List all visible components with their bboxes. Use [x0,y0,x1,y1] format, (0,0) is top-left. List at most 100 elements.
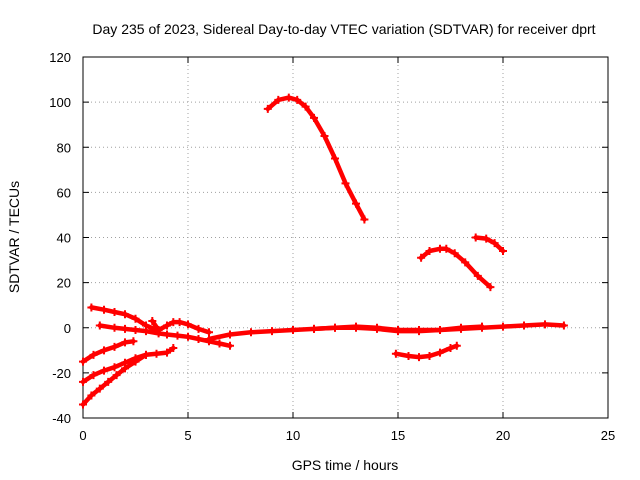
data-point [131,314,140,323]
data-point [490,239,499,248]
data-point [205,328,213,337]
data-point [110,342,119,351]
data-point [121,338,129,347]
data-point [341,179,350,188]
data-point [268,327,276,336]
data-point [457,323,465,332]
data-point [352,323,360,332]
data-point [331,323,339,332]
data-point [100,366,108,375]
x-tick-label: 10 [286,428,300,443]
data-point [450,249,459,258]
series-arc-high [265,95,367,222]
series-layer [79,93,568,409]
data-point [394,327,402,336]
data-point [436,348,444,357]
data-point [226,341,234,350]
data-point [293,95,302,104]
ticks: 0 5 10 15 20 25 -40 -20 0 20 40 60 80 100 120 [49,50,615,443]
data-point [154,326,163,335]
data-point [100,346,108,355]
data-point [169,344,178,353]
y-tick-label: 0 [64,321,71,336]
data-point [352,199,360,208]
y-tick-label: -20 [52,366,71,381]
series-arc-down-3 [80,352,149,407]
data-point [110,323,119,332]
data-point [473,271,482,280]
data-point [205,337,213,346]
x-tick-label: 0 [79,428,86,443]
y-tick-label: 100 [49,95,71,110]
x-tick-label: 5 [184,428,191,443]
data-point [391,349,400,358]
data-point [184,332,192,341]
data-point [274,95,283,104]
data-point [175,318,184,327]
y-tick-label: 60 [57,185,71,200]
data-point [373,324,381,333]
data-point [194,324,203,333]
chart-title: Day 235 of 2023, Sidereal Day-to-day VTE… [92,21,595,37]
data-point [478,322,486,331]
data-point [148,316,157,325]
data-point [95,321,104,330]
y-tick-label: 40 [57,231,71,246]
data-point [121,310,129,319]
data-point [425,351,434,360]
data-point [446,344,455,353]
data-point [301,102,310,111]
series-arc-mid-right [473,235,506,254]
data-point [142,350,150,359]
data-point [104,377,113,386]
data-point [121,324,129,333]
data-point [425,247,434,256]
data-point [520,321,528,330]
data-point [226,330,234,339]
data-point [87,391,96,400]
data-point [163,321,171,330]
y-tick-label: 80 [57,140,71,155]
data-point [486,283,495,292]
data-point [331,154,339,163]
y-tick-label: -40 [52,411,71,426]
series-arc-down-2 [80,345,176,385]
data-point [499,247,507,256]
data-point [320,131,329,140]
data-point [79,377,87,386]
data-point [415,327,423,336]
data-point [442,244,451,253]
data-point [79,400,87,409]
data-point [247,328,255,337]
data-point [184,320,192,329]
data-point [95,384,104,393]
y-axis-label: SDTVAR / TECUs [6,181,22,293]
data-point [417,253,426,262]
data-point [310,324,318,333]
data-point [89,350,98,359]
data-point [163,330,171,339]
data-point [499,322,507,331]
plot-frame [82,56,609,419]
data-point [482,234,491,243]
data-point [87,303,96,312]
grid [83,57,608,418]
data-point [131,326,140,335]
data-point [110,363,119,372]
x-tick-label: 15 [391,428,405,443]
data-point [121,364,129,373]
data-point [163,348,171,357]
data-point [152,349,161,358]
data-point [404,351,413,360]
y-tick-label: 20 [57,276,71,291]
data-point [100,305,108,314]
x-tick-label: 25 [601,428,615,443]
data-point [263,104,272,113]
data-point [452,341,461,350]
x-axis-label: GPS time / hours [292,457,399,473]
data-point [461,258,470,267]
data-point [541,320,549,329]
data-point [110,307,119,316]
data-point [215,339,224,348]
